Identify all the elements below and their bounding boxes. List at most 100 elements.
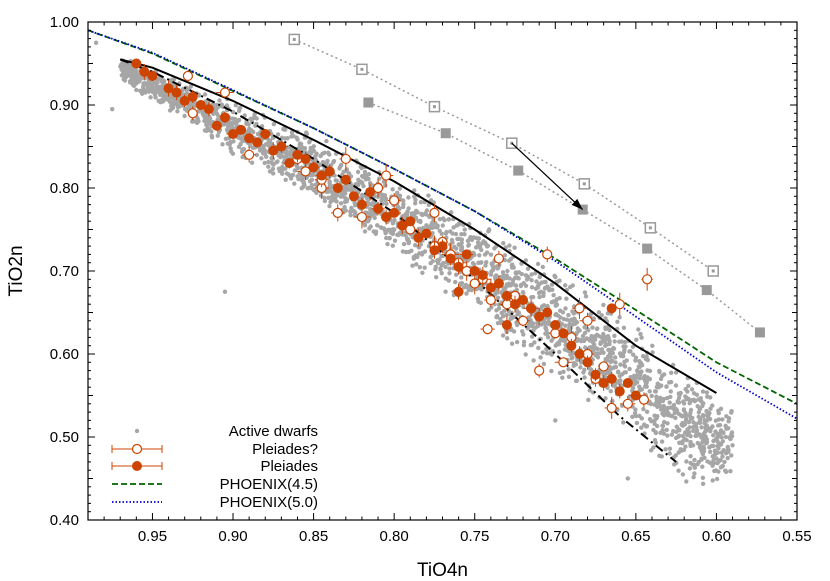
dwarf-point xyxy=(350,188,355,193)
dwarf-point xyxy=(124,74,129,79)
dwarf-point xyxy=(691,424,696,430)
dwarf-point xyxy=(610,398,615,404)
dwarf-point xyxy=(564,296,569,301)
pleiades-point xyxy=(203,104,214,115)
dwarf-point xyxy=(550,287,555,292)
dwarf-point xyxy=(669,370,674,375)
dwarf-point xyxy=(553,312,558,318)
pleiades-candidate-point xyxy=(574,303,585,314)
dwarf-point xyxy=(708,449,713,454)
dwarf-point xyxy=(695,462,700,467)
dwarf-point xyxy=(690,415,695,421)
pleiades-point xyxy=(252,137,263,148)
dwarf-point xyxy=(195,117,200,122)
dwarf-point xyxy=(617,373,623,379)
dwarf-point xyxy=(545,335,551,340)
dwarf-point xyxy=(665,433,670,438)
dwarf-point xyxy=(683,413,689,418)
dwarf-point xyxy=(406,206,411,211)
x-tick-label: 0.95 xyxy=(138,528,167,545)
dwarf-point xyxy=(728,436,733,442)
dwarf-point xyxy=(486,307,492,313)
dwarf-point xyxy=(574,320,580,325)
dwarf-point xyxy=(673,406,678,412)
pleiades-point xyxy=(397,220,408,231)
dwarf-point xyxy=(328,199,333,205)
dwarf-point xyxy=(476,299,481,304)
dwarf-point xyxy=(699,449,704,454)
dwarf-point xyxy=(395,190,400,195)
dwarf-point xyxy=(322,195,327,200)
dwarf-point xyxy=(711,433,716,438)
pleiades-candidate-point xyxy=(622,398,633,409)
dwarf-point xyxy=(254,152,260,158)
model-lines xyxy=(87,29,798,463)
dwarf-point xyxy=(338,201,344,206)
dwarf-point xyxy=(696,397,701,402)
dwarf-point xyxy=(177,104,182,109)
dwarf-point xyxy=(488,272,494,277)
dwarf-point xyxy=(387,236,392,241)
dwarf-point xyxy=(621,420,626,425)
dwarf-point xyxy=(338,164,343,169)
dwarf-point xyxy=(607,351,613,356)
dwarf-point xyxy=(454,272,459,277)
dwarf-point xyxy=(553,418,558,423)
active-dwarfs-cloud xyxy=(93,40,735,486)
dwarf-point xyxy=(627,349,632,354)
dwarf-point xyxy=(412,194,417,199)
dwarf-point xyxy=(659,439,665,444)
pleiades-point xyxy=(292,149,303,160)
dwarf-point xyxy=(673,453,678,458)
dwarf-point xyxy=(299,144,304,149)
dwarf-point xyxy=(598,350,603,356)
pleiades-candidate-point xyxy=(389,195,400,206)
dwarf-point xyxy=(368,207,373,212)
pleiades-candidate-point xyxy=(372,182,384,194)
pleiades-point xyxy=(276,141,287,152)
dwarf-point xyxy=(476,236,482,241)
dwarf-point xyxy=(661,408,667,414)
dwarf-point xyxy=(489,261,494,266)
pleiades-point xyxy=(131,58,142,69)
pleiades-candidate-point xyxy=(300,166,311,177)
dwarf-point xyxy=(143,81,148,86)
dwarf-point xyxy=(630,414,635,419)
dwarf-point xyxy=(420,270,425,275)
pleiades-point xyxy=(163,83,174,94)
pleiades-point xyxy=(477,270,488,281)
dwarf-point xyxy=(483,240,488,245)
x-tick-label: 0.90 xyxy=(218,528,247,545)
dwarf-point xyxy=(549,368,554,374)
dwarf-point xyxy=(501,241,506,246)
dwarf-point xyxy=(659,454,664,459)
dwarf-point xyxy=(708,406,713,411)
dwarf-point xyxy=(289,130,295,135)
dwarf-point xyxy=(326,195,331,200)
dwarf-point xyxy=(506,258,512,263)
dwarf-point xyxy=(700,464,705,469)
model-open-square-center xyxy=(582,182,586,186)
pleiades-point xyxy=(558,328,569,339)
dwarf-point xyxy=(644,384,649,389)
dwarf-point xyxy=(644,409,650,414)
dwarf-point xyxy=(557,296,562,301)
dwarf-point xyxy=(513,271,519,276)
dwarf-point xyxy=(682,422,687,427)
dwarf-point xyxy=(525,266,531,271)
dwarf-point xyxy=(660,428,665,433)
dwarf-point xyxy=(511,265,516,270)
pleiades-point xyxy=(510,299,521,310)
x-tick-label: 0.75 xyxy=(460,528,489,545)
dwarf-point xyxy=(662,372,667,377)
pleiades-point xyxy=(332,183,343,193)
dwarf-point xyxy=(549,282,555,287)
dwarf-point xyxy=(191,103,196,109)
dwarf-point xyxy=(292,168,297,173)
dwarf-point xyxy=(294,164,300,169)
dwarf-point xyxy=(680,472,686,477)
dwarf-point xyxy=(288,173,293,179)
dwarf-point xyxy=(667,451,672,456)
dwarf-point xyxy=(495,295,501,300)
dwarf-point xyxy=(388,229,393,235)
